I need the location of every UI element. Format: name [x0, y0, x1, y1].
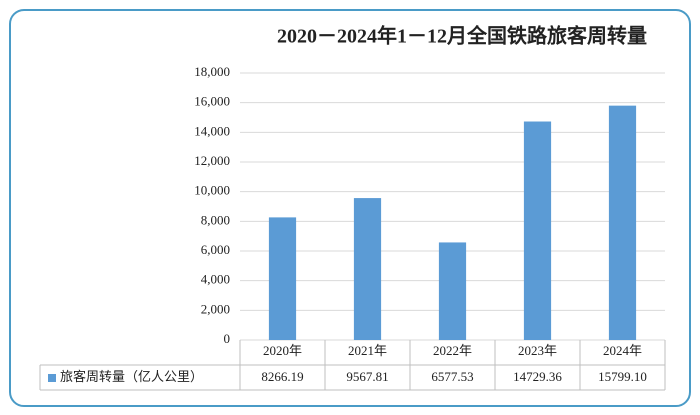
x-tick-label: 2020年 — [263, 343, 302, 358]
bar — [438, 242, 467, 340]
x-tick-label: 2021年 — [348, 343, 387, 358]
y-tick-label: 6,000 — [201, 242, 230, 257]
y-tick-label: 16,000 — [194, 94, 230, 109]
x-tick-label: 2023年 — [518, 343, 557, 358]
bar — [608, 105, 637, 340]
legend-swatch — [48, 374, 56, 382]
y-tick-label: 4,000 — [201, 272, 230, 287]
table-value: 9567.81 — [346, 369, 388, 384]
x-tick-label: 2022年 — [433, 343, 472, 358]
bar — [268, 217, 297, 340]
y-tick-label: 0 — [224, 331, 231, 346]
table-value: 14729.36 — [513, 369, 562, 384]
chart-title: 2020－2024年1－12月全国铁路旅客周转量 — [277, 24, 647, 48]
y-tick-label: 14,000 — [194, 123, 230, 138]
legend-label: 旅客周转量（亿人公里） — [60, 369, 203, 384]
table-value: 15799.10 — [598, 369, 647, 384]
y-tick-label: 8,000 — [201, 212, 230, 227]
y-tick-label: 2,000 — [201, 301, 230, 316]
y-tick-label: 10,000 — [194, 183, 230, 198]
bar — [523, 121, 552, 340]
y-tick-label: 12,000 — [194, 153, 230, 168]
table-value: 8266.19 — [261, 369, 303, 384]
y-tick-label: 18,000 — [194, 64, 230, 79]
bar — [353, 198, 382, 340]
table-value: 6577.53 — [431, 369, 473, 384]
x-tick-label: 2024年 — [603, 343, 642, 358]
frame — [9, 9, 691, 407]
